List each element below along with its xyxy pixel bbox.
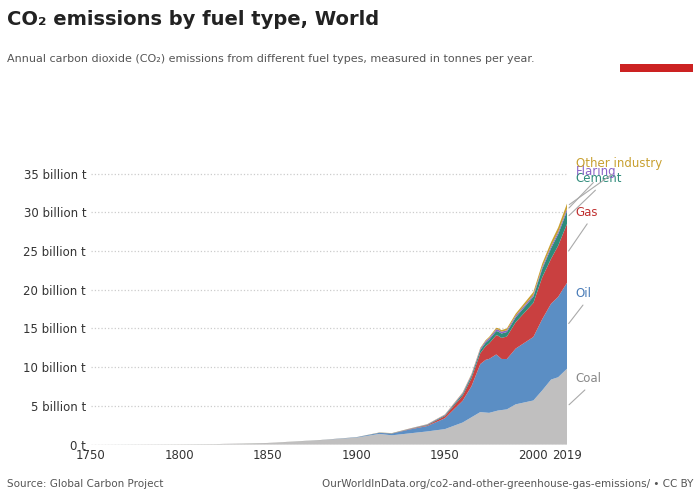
Text: Coal: Coal bbox=[569, 372, 602, 405]
Text: in Data: in Data bbox=[635, 43, 678, 53]
Text: Gas: Gas bbox=[568, 206, 598, 251]
Text: Our World: Our World bbox=[626, 22, 686, 32]
Text: Oil: Oil bbox=[568, 287, 592, 324]
Text: Flaring: Flaring bbox=[569, 165, 617, 208]
Text: Source: Global Carbon Project: Source: Global Carbon Project bbox=[7, 479, 163, 489]
Text: Other industry: Other industry bbox=[569, 157, 662, 205]
Text: Cement: Cement bbox=[569, 172, 622, 215]
Text: Annual carbon dioxide (CO₂) emissions from different fuel types, measured in ton: Annual carbon dioxide (CO₂) emissions fr… bbox=[7, 54, 535, 64]
Text: CO₂ emissions by fuel type, World: CO₂ emissions by fuel type, World bbox=[7, 10, 379, 29]
FancyBboxPatch shape bbox=[620, 64, 693, 72]
Text: OurWorldInData.org/co2-and-other-greenhouse-gas-emissions/ • CC BY: OurWorldInData.org/co2-and-other-greenho… bbox=[321, 479, 693, 489]
